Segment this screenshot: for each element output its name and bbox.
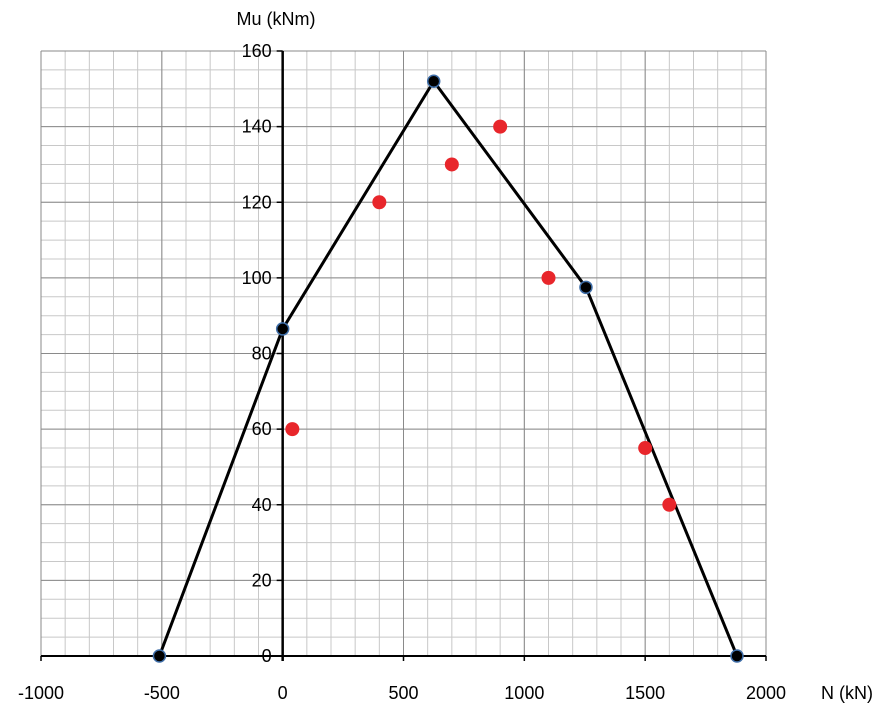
y-tick-label: 100 xyxy=(242,268,272,288)
test-data-point xyxy=(493,119,508,134)
y-tick-label: 20 xyxy=(252,570,272,590)
test-data-point xyxy=(541,270,556,285)
y-axis-title: Mu (kNm) xyxy=(237,9,316,29)
interaction-curve-point xyxy=(275,322,290,336)
x-tick-label: 1500 xyxy=(625,683,665,703)
major-gridlines xyxy=(40,50,767,657)
y-tick-label: 60 xyxy=(252,419,272,439)
test-data-point xyxy=(372,195,387,210)
interaction-curve-point xyxy=(152,649,167,663)
x-tick-label: 2000 xyxy=(746,683,786,703)
test-data-point xyxy=(444,157,459,172)
y-tick-label: 120 xyxy=(242,192,272,212)
x-tick-label: -500 xyxy=(144,683,180,703)
interaction-curve-point xyxy=(426,74,441,88)
test-data-point xyxy=(662,497,677,512)
test-data-point xyxy=(638,441,653,456)
y-tick-labels: 0 20 40 60 80 100 120 140 160 xyxy=(242,41,272,666)
x-axis-title: N (kN) xyxy=(821,683,873,703)
x-tick-label: -1000 xyxy=(18,683,64,703)
y-tick-label: 40 xyxy=(252,495,272,515)
y-tick-label: 160 xyxy=(242,41,272,61)
test-data-point xyxy=(285,422,300,437)
y-tick-label: 80 xyxy=(252,344,272,364)
interaction-curve-point xyxy=(579,280,593,295)
interaction-curve-point xyxy=(730,649,744,663)
series-layer xyxy=(152,74,744,663)
y-tick-label: 0 xyxy=(262,646,272,666)
x-tick-label: 0 xyxy=(278,683,288,703)
x-tick-label: 1000 xyxy=(504,683,544,703)
x-tick-label: 500 xyxy=(388,683,418,703)
y-tick-label: 140 xyxy=(242,117,272,137)
x-tick-labels: -1000 -500 0 500 1000 1500 2000 xyxy=(18,683,786,703)
